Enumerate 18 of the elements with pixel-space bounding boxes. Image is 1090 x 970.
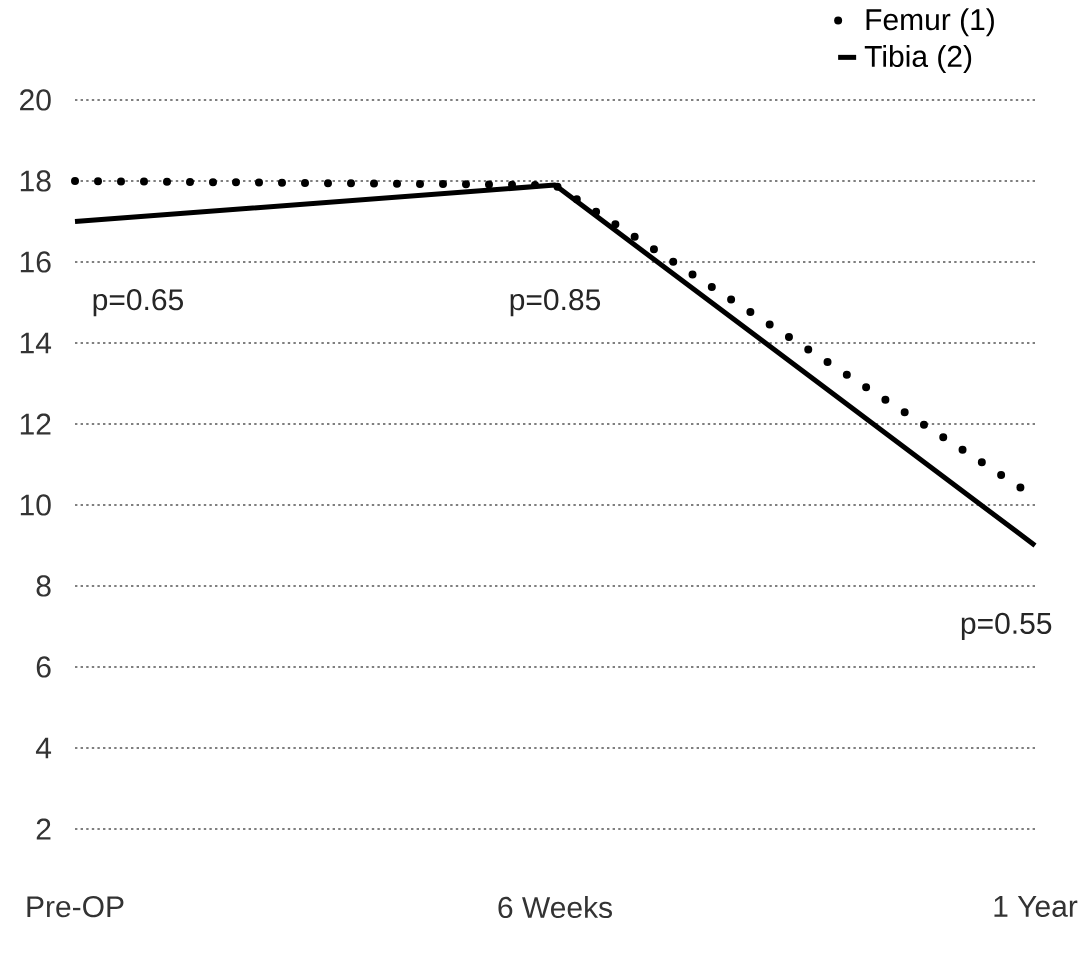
annotation: p=0.55 xyxy=(961,612,1052,640)
y-tick-label: 14 xyxy=(20,332,52,354)
y-tick-label: 20 xyxy=(20,89,51,111)
x-tick-label: 6 Weeks xyxy=(498,896,612,919)
x-tick-label: 1 Year xyxy=(994,896,1078,917)
x-tick-label: Pre-OP xyxy=(27,896,124,918)
y-tick-label: 12 xyxy=(20,413,51,435)
annotation: p=0.65 xyxy=(93,289,183,317)
y-tick-label: 2 xyxy=(36,818,51,840)
y-tick-label: 18 xyxy=(20,170,51,192)
annotation: p=0.85 xyxy=(510,289,601,317)
legend-label: Tibia (2) xyxy=(864,44,972,73)
y-tick-label: 4 xyxy=(35,737,52,759)
y-tick-label: 10 xyxy=(20,494,51,516)
legend-label: Femur (1) xyxy=(866,8,994,37)
y-tick-label: 16 xyxy=(20,251,51,273)
y-tick-label: 6 xyxy=(36,656,51,678)
y-tick-label: 8 xyxy=(36,575,51,597)
